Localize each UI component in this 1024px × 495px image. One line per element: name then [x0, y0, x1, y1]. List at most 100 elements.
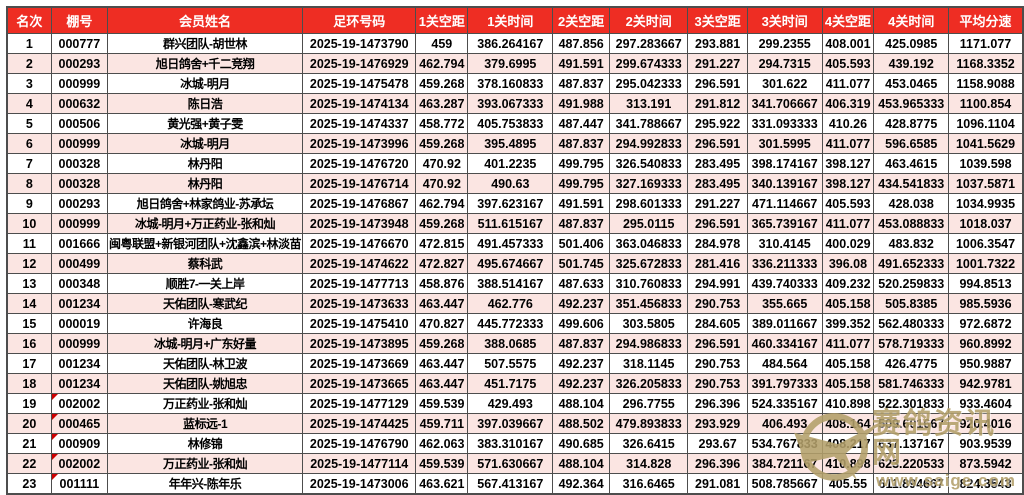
cell-2关空距: 492.237: [552, 373, 610, 394]
cell-平均分速: 903.9539: [948, 433, 1024, 454]
result-row-19: 19 002002 万正药业-张和灿 2025-19-1477129 459.539 42…: [6, 393, 1024, 414]
cell-名次: 19: [6, 393, 52, 414]
cell-平均分速: 1171.077: [948, 33, 1024, 54]
cell-1关空距: 472.827: [415, 253, 469, 274]
cell-2关时间: 316.6465: [608, 473, 689, 495]
cell-2关空距: 492.364: [552, 473, 610, 495]
cell-足环号码: 2025-19-1476929: [302, 53, 417, 74]
cell-1关空距: 459.268: [415, 333, 469, 354]
cell-4关时间: 439.192: [873, 53, 950, 74]
cell-4关空距: 408.217: [821, 433, 875, 454]
cell-2关时间: 326.6415: [608, 433, 689, 454]
cell-会员姓名: 冰城-明月+广东好量: [107, 333, 304, 354]
cell-平均分速: 933.4604: [948, 393, 1024, 414]
cell-平均分速: 1037.5871: [948, 173, 1024, 194]
cell-3关空距: 291.227: [687, 193, 748, 214]
cell-1关空距: 463.447: [415, 353, 469, 374]
cell-足环号码: 2025-19-1475410: [302, 313, 417, 334]
cell-3关时间: 355.665: [746, 293, 823, 314]
cell-2关时间: 296.7755: [608, 393, 689, 414]
result-row-17: 17 001234 天佑团队-林卫波 2025-19-1473669 463.447 50…: [6, 353, 1024, 374]
cell-名次: 7: [6, 153, 52, 174]
cell-3关空距: 296.591: [687, 333, 748, 354]
cell-会员姓名: 黄光强+黄子雯: [107, 113, 304, 134]
cell-足环号码: 2025-19-1474622: [302, 253, 417, 274]
cell-4关空距: 405.593: [821, 53, 875, 74]
cell-棚号: 001234: [50, 293, 109, 314]
result-row-7: 7 000328 林丹阳 2025-19-1476720 470.92 401.2235 4…: [6, 153, 1024, 174]
cell-足环号码: 2025-19-1473790: [302, 33, 417, 54]
cell-棚号: 000348: [50, 273, 109, 294]
cell-3关时间: 389.011667: [746, 313, 823, 334]
cell-平均分速: 1006.3547: [948, 233, 1024, 254]
cell-1关空距: 463.287: [415, 93, 469, 114]
cell-4关空距: 411.077: [821, 333, 875, 354]
cell-2关空距: 490.685: [552, 433, 610, 454]
cell-2关时间: 297.283667: [608, 33, 689, 54]
cell-4关空距: 396.08: [821, 253, 875, 274]
cell-4关空距: 399.352: [821, 313, 875, 334]
cell-棚号: 000328: [50, 153, 109, 174]
cell-2关空距: 491.591: [552, 193, 610, 214]
cell-4关时间: 491.652333: [873, 253, 950, 274]
cell-会员姓名: 旭日鸽舍+千二竞翔: [107, 53, 304, 74]
cell-3关空距: 293.929: [687, 413, 748, 434]
cell-3关时间: 406.493: [746, 413, 823, 434]
cell-2关时间: 295.0115: [608, 213, 689, 234]
cell-3关空距: 296.591: [687, 73, 748, 94]
cell-4关空距: 411.077: [821, 73, 875, 94]
cell-4关时间: 428.8775: [873, 113, 950, 134]
cell-2关时间: 294.986833: [608, 333, 689, 354]
cell-1关时间: 507.5575: [467, 353, 554, 374]
cell-名次: 8: [6, 173, 52, 194]
cell-2关时间: 326.540833: [608, 153, 689, 174]
cell-会员姓名: 闽粤联盟+新银河团队+沈鑫滨+林淡苗: [107, 233, 304, 254]
cell-足环号码: 2025-19-1476867: [302, 193, 417, 214]
cell-3关空距: 290.753: [687, 353, 748, 374]
cell-足环号码: 2025-19-1476670: [302, 233, 417, 254]
cell-平均分速: 985.5936: [948, 293, 1024, 314]
cell-会员姓名: 林丹阳: [107, 153, 304, 174]
cell-会员姓名: 顺胜7-一关上岸: [107, 273, 304, 294]
race-results-table: 名次 棚号 会员姓名 足环号码 1关空距 1关时间 2关空距 2关时间 3关空距 3关时间 4关空距…: [6, 6, 1024, 495]
cell-3关时间: 384.721167: [746, 453, 823, 474]
cell-名次: 20: [6, 413, 52, 434]
cell-名次: 13: [6, 273, 52, 294]
cell-2关空距: 491.988: [552, 93, 610, 114]
cell-平均分速: 994.8513: [948, 273, 1024, 294]
cell-足环号码: 2025-19-1474134: [302, 93, 417, 114]
cell-2关时间: 294.992833: [608, 133, 689, 154]
cell-棚号: 000293: [50, 193, 109, 214]
cell-名次: 16: [6, 333, 52, 354]
cell-1关时间: 397.039667: [467, 413, 554, 434]
cell-2关空距: 487.447: [552, 113, 610, 134]
cell-平均分速: 1096.1104: [948, 113, 1024, 134]
cell-4关空距: 408.164: [821, 413, 875, 434]
cell-会员姓名: 冰城-明月: [107, 73, 304, 94]
cell-棚号: 001111: [50, 473, 109, 495]
cell-3关时间: 471.114667: [746, 193, 823, 214]
cell-2关时间: 318.1145: [608, 353, 689, 374]
result-row-8: 8 000328 林丹阳 2025-19-1476714 470.92 490.63 499…: [6, 173, 1024, 194]
result-row-2: 2 000293 旭日鸽舍+千二竞翔 2025-19-1476929 462.794 37…: [6, 53, 1024, 74]
comment-marker-icon: [52, 434, 58, 440]
cell-3关时间: 331.093333: [746, 113, 823, 134]
cell-1关时间: 491.457333: [467, 233, 554, 254]
cell-2关空距: 491.591: [552, 53, 610, 74]
cell-4关空距: 405.158: [821, 293, 875, 314]
cell-3关时间: 534.767833: [746, 433, 823, 454]
cell-1关时间: 378.160833: [467, 73, 554, 94]
comment-marker-icon: [52, 474, 58, 480]
result-row-6: 6 000999 冰城-明月 2025-19-1473996 459.268 395.48…: [6, 133, 1024, 154]
column-header-13: 平均分速: [948, 6, 1024, 34]
cell-4关空距: 410.898: [821, 393, 875, 414]
result-row-5: 5 000506 黄光强+黄子雯 2025-19-1474337 458.772 405.…: [6, 113, 1024, 134]
cell-3关空距: 296.591: [687, 133, 748, 154]
result-row-10: 10 000999 冰城-明月+万正药业-张和灿 2025-19-1473948 459…: [6, 213, 1024, 234]
cell-1关空距: 459: [415, 33, 469, 54]
cell-平均分速: 1034.9935: [948, 193, 1024, 214]
result-row-21: 21 000909 林修锦 2025-19-1476790 462.063 383.310…: [6, 433, 1024, 454]
cell-1关时间: 401.2235: [467, 153, 554, 174]
cell-棚号: 000506: [50, 113, 109, 134]
